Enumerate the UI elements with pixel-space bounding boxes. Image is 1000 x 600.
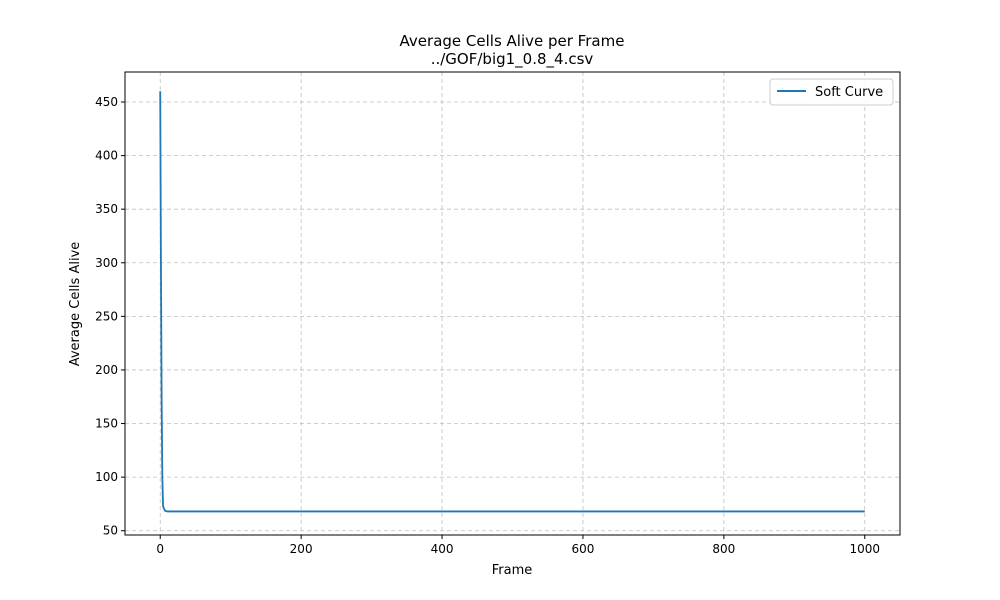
series-layer bbox=[159, 91, 865, 513]
y-tick-label: 250 bbox=[95, 309, 118, 323]
y-tick-label: 200 bbox=[95, 363, 118, 377]
y-axis-label: Average Cells Alive bbox=[68, 242, 83, 367]
legend: Soft Curve bbox=[769, 78, 894, 106]
y-tick-label: 300 bbox=[95, 256, 118, 270]
x-tick-label: 0 bbox=[156, 542, 164, 556]
x-tick-label: 400 bbox=[431, 542, 454, 556]
chart-subtitle: ../GOF/big1_0.8_4.csv bbox=[431, 50, 594, 69]
y-tick-label: 100 bbox=[95, 470, 118, 484]
legend-box bbox=[769, 78, 894, 106]
y-tick-label: 450 bbox=[95, 95, 118, 109]
y-axis-ticks: 50 100 150 200 250 300 350 400 450 bbox=[95, 95, 125, 538]
y-grid-lines bbox=[125, 101, 900, 532]
x-tick-label: 200 bbox=[290, 542, 313, 556]
y-tick-label: 400 bbox=[95, 149, 118, 163]
y-tick-label: 350 bbox=[95, 202, 118, 216]
y-tick-label: 150 bbox=[95, 417, 118, 431]
x-axis-label: Frame bbox=[492, 563, 533, 578]
x-axis-ticks: 0 200 400 600 800 1000 bbox=[156, 535, 880, 556]
y-tick-label: 50 bbox=[103, 524, 118, 538]
x-tick-label: 800 bbox=[712, 542, 735, 556]
plot-frame bbox=[124, 71, 901, 536]
series-line-soft-curve bbox=[159, 91, 865, 513]
legend-label-soft-curve: Soft Curve bbox=[815, 85, 883, 100]
x-tick-label: 600 bbox=[572, 542, 595, 556]
chart-title: Average Cells Alive per Frame bbox=[400, 32, 625, 50]
x-tick-label: 1000 bbox=[849, 542, 880, 556]
